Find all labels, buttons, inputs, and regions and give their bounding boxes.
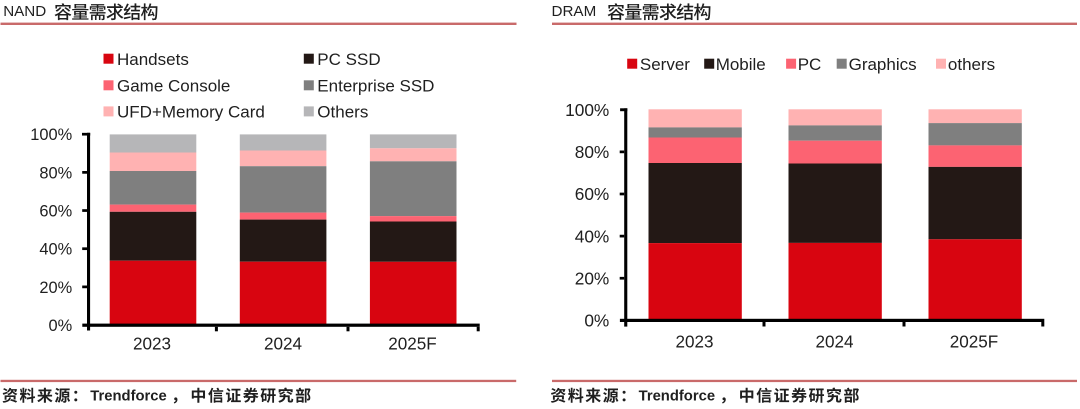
svg-text:80%: 80%	[575, 142, 610, 162]
svg-text:80%: 80%	[39, 164, 72, 182]
svg-text:Others: Others	[317, 103, 368, 122]
svg-text:2023: 2023	[133, 334, 171, 353]
svg-text:others: others	[948, 55, 995, 74]
svg-text:60%: 60%	[39, 202, 72, 220]
svg-text:Trendforce: Trendforce	[639, 388, 715, 404]
svg-text:PC SSD: PC SSD	[317, 50, 380, 69]
svg-text:0%: 0%	[584, 311, 609, 331]
svg-text:Handsets: Handsets	[117, 50, 189, 69]
svg-text:2024: 2024	[815, 333, 853, 352]
svg-text:Enterprise SSD: Enterprise SSD	[317, 77, 434, 96]
svg-text:2025F: 2025F	[950, 333, 998, 352]
svg-text:DRAM: DRAM	[552, 3, 597, 20]
svg-text:NAND: NAND	[3, 3, 46, 20]
svg-text:Game Console: Game Console	[117, 77, 230, 96]
svg-text:Graphics: Graphics	[849, 55, 917, 74]
svg-text:Mobile: Mobile	[716, 55, 766, 74]
svg-text:100%: 100%	[565, 100, 609, 120]
svg-text:PC: PC	[798, 55, 822, 74]
svg-text:20%: 20%	[575, 268, 610, 288]
svg-text:20%: 20%	[39, 279, 72, 297]
svg-text:100%: 100%	[30, 126, 72, 144]
svg-text:UFD+Memory Card: UFD+Memory Card	[117, 103, 265, 122]
svg-text:40%: 40%	[39, 241, 72, 259]
svg-text:40%: 40%	[575, 226, 610, 246]
svg-text:60%: 60%	[575, 184, 610, 204]
svg-text:2023: 2023	[675, 333, 713, 352]
svg-text:Server: Server	[640, 55, 690, 74]
svg-text:Trendforce: Trendforce	[90, 388, 166, 404]
svg-text:0%: 0%	[48, 317, 72, 335]
svg-text:2024: 2024	[264, 334, 302, 353]
svg-text:2025F: 2025F	[388, 334, 436, 353]
